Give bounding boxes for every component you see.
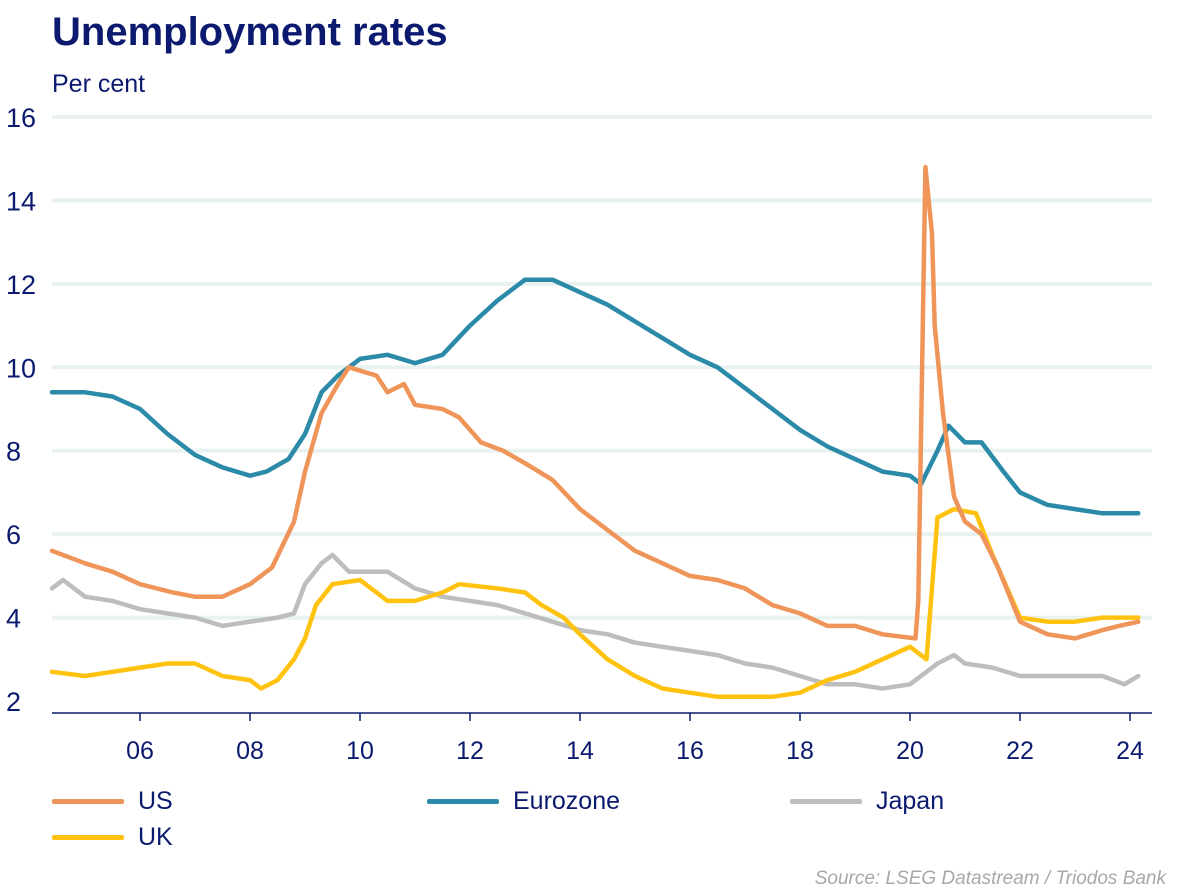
series-lines	[49, 164, 1141, 700]
source-note: Source: LSEG Datastream / Triodos Bank	[814, 868, 1166, 889]
series-line-us	[49, 164, 1141, 641]
series-line-uk	[49, 506, 1141, 700]
y-tick-label: 4	[6, 604, 21, 634]
x-tick-label: 24	[1116, 737, 1144, 765]
x-tick-label: 20	[896, 737, 924, 765]
x-tick-label: 06	[126, 737, 154, 765]
y-tick-label: 8	[6, 437, 21, 467]
y-tick-label: 6	[6, 520, 21, 550]
x-tick-label: 22	[1006, 737, 1034, 765]
y-tick-label: 2	[6, 687, 21, 717]
x-tick-label: 10	[346, 737, 374, 765]
x-tick-label: 14	[566, 737, 594, 765]
y-axis-unit-label: Per cent	[52, 70, 146, 98]
series-line-japan	[49, 552, 1141, 691]
axes	[52, 712, 1152, 721]
x-tick-label: 08	[236, 737, 264, 765]
y-tick-label: 12	[6, 270, 36, 300]
x-tick-label: 16	[676, 737, 704, 765]
series-line-eurozone	[49, 277, 1141, 516]
y-tick-label: 16	[6, 103, 36, 133]
y-tick-label: 10	[6, 353, 36, 383]
chart-title: Unemployment rates	[52, 10, 448, 54]
y-tick-label: 14	[6, 186, 36, 216]
x-tick-label: 12	[456, 737, 484, 765]
gridlines	[52, 115, 1152, 620]
x-tick-label: 18	[786, 737, 814, 765]
